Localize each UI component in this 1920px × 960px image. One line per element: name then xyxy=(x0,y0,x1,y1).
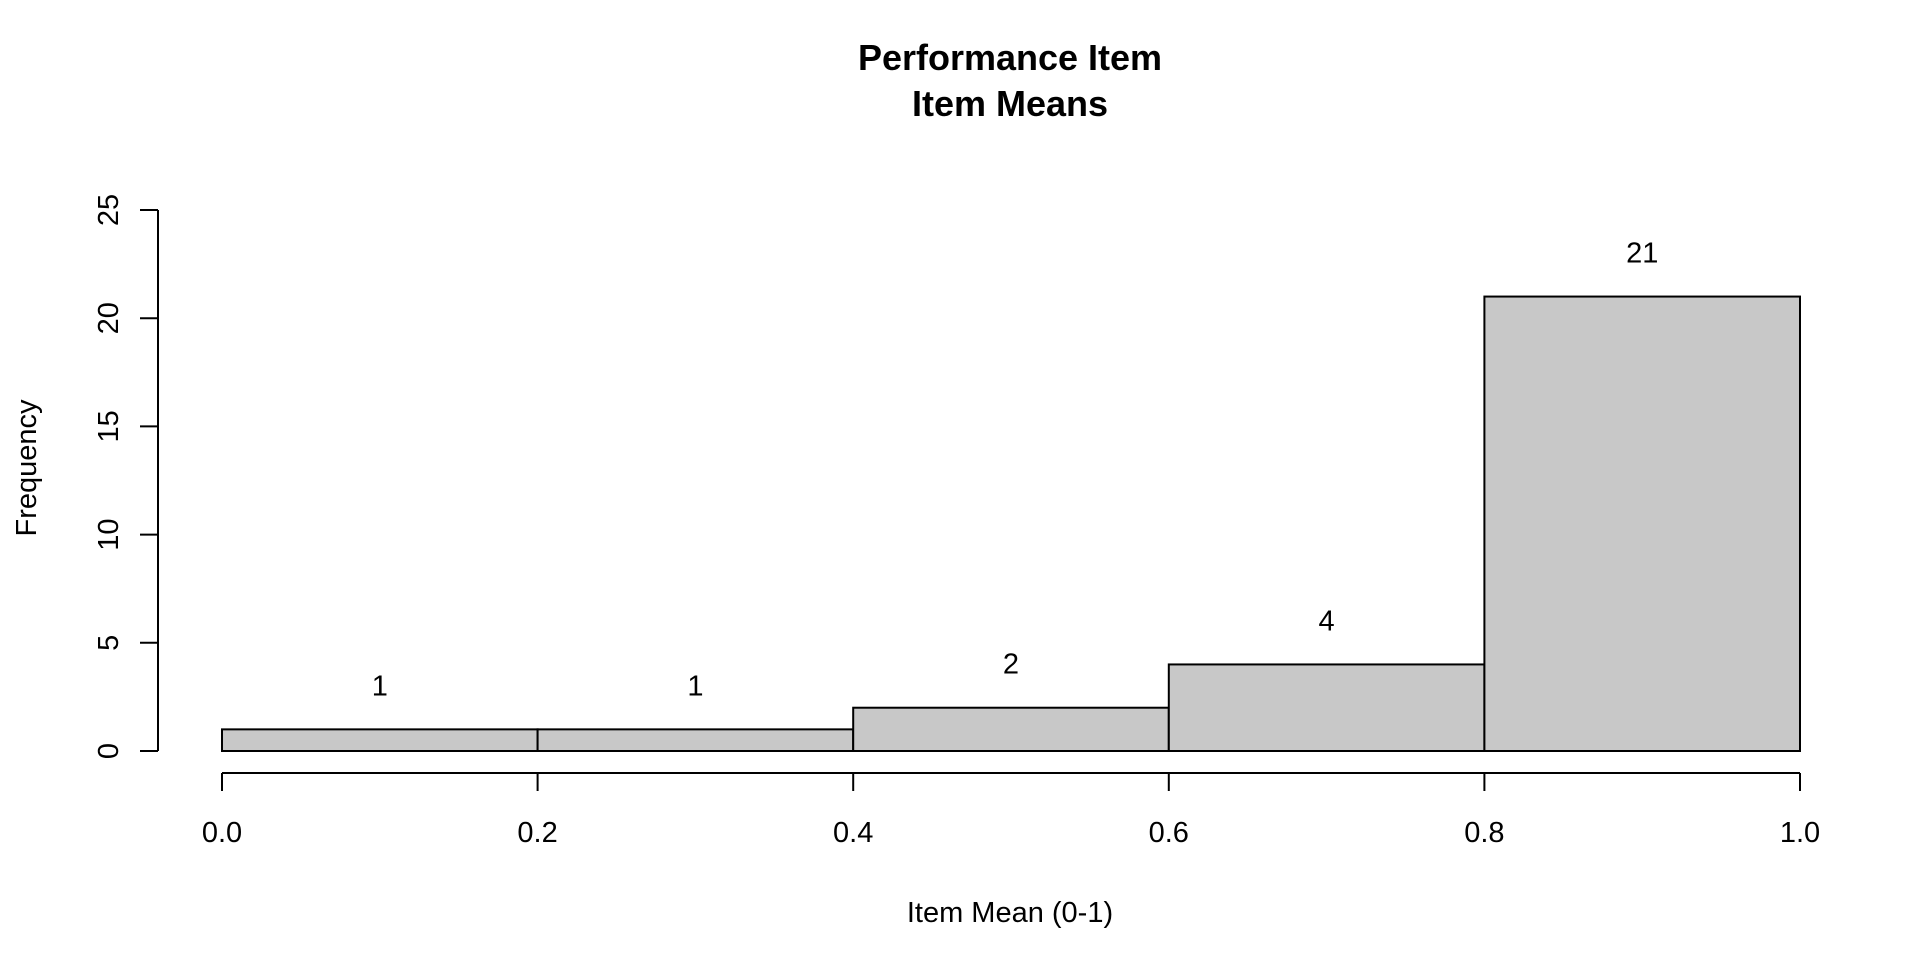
bars-layer xyxy=(221,295,1802,752)
y-axis-tick-label: 0 xyxy=(93,743,125,759)
bar-count-label: 2 xyxy=(1003,649,1019,681)
y-axis-tick-label: 20 xyxy=(93,302,125,334)
y-axis-tick-label: 15 xyxy=(93,410,125,442)
y-axis: 0 5 10 15 20 25 xyxy=(93,194,159,759)
x-axis-tick-label: 0.0 xyxy=(202,817,242,849)
bar-count-label: 1 xyxy=(372,670,388,702)
chart-title-group: Performance Item Item Means xyxy=(858,37,1162,124)
histogram-bar xyxy=(536,728,855,752)
x-axis-tick-label: 0.4 xyxy=(833,817,873,849)
x-axis-tick-label: 1.0 xyxy=(1780,817,1820,849)
chart-title: Performance Item xyxy=(858,37,1162,78)
x-axis-tick-label: 0.8 xyxy=(1464,817,1504,849)
y-axis-title: Frequency xyxy=(11,399,43,537)
x-axis: 0.0 0.2 0.4 0.6 0.8 1.0 xyxy=(202,772,1820,849)
y-axis-tick-label: 25 xyxy=(93,194,125,226)
histogram-bar xyxy=(221,728,539,752)
bar-count-label: 1 xyxy=(687,670,703,702)
histogram-bar xyxy=(1483,295,1802,752)
y-axis-tick-label: 5 xyxy=(93,635,125,651)
x-axis-tick-label: 0.2 xyxy=(517,817,557,849)
bar-count-label: 21 xyxy=(1626,238,1658,270)
x-axis-title: Item Mean (0-1) xyxy=(907,897,1113,929)
bar-labels-layer: 1 1 2 4 21 xyxy=(372,238,1659,703)
x-axis-tick-label: 0.6 xyxy=(1149,817,1189,849)
chart-subtitle: Item Means xyxy=(912,83,1108,124)
y-axis-tick-label: 10 xyxy=(93,518,125,550)
bar-count-label: 4 xyxy=(1319,605,1335,637)
histogram-bar xyxy=(852,706,1170,752)
histogram-bar xyxy=(1167,663,1486,752)
